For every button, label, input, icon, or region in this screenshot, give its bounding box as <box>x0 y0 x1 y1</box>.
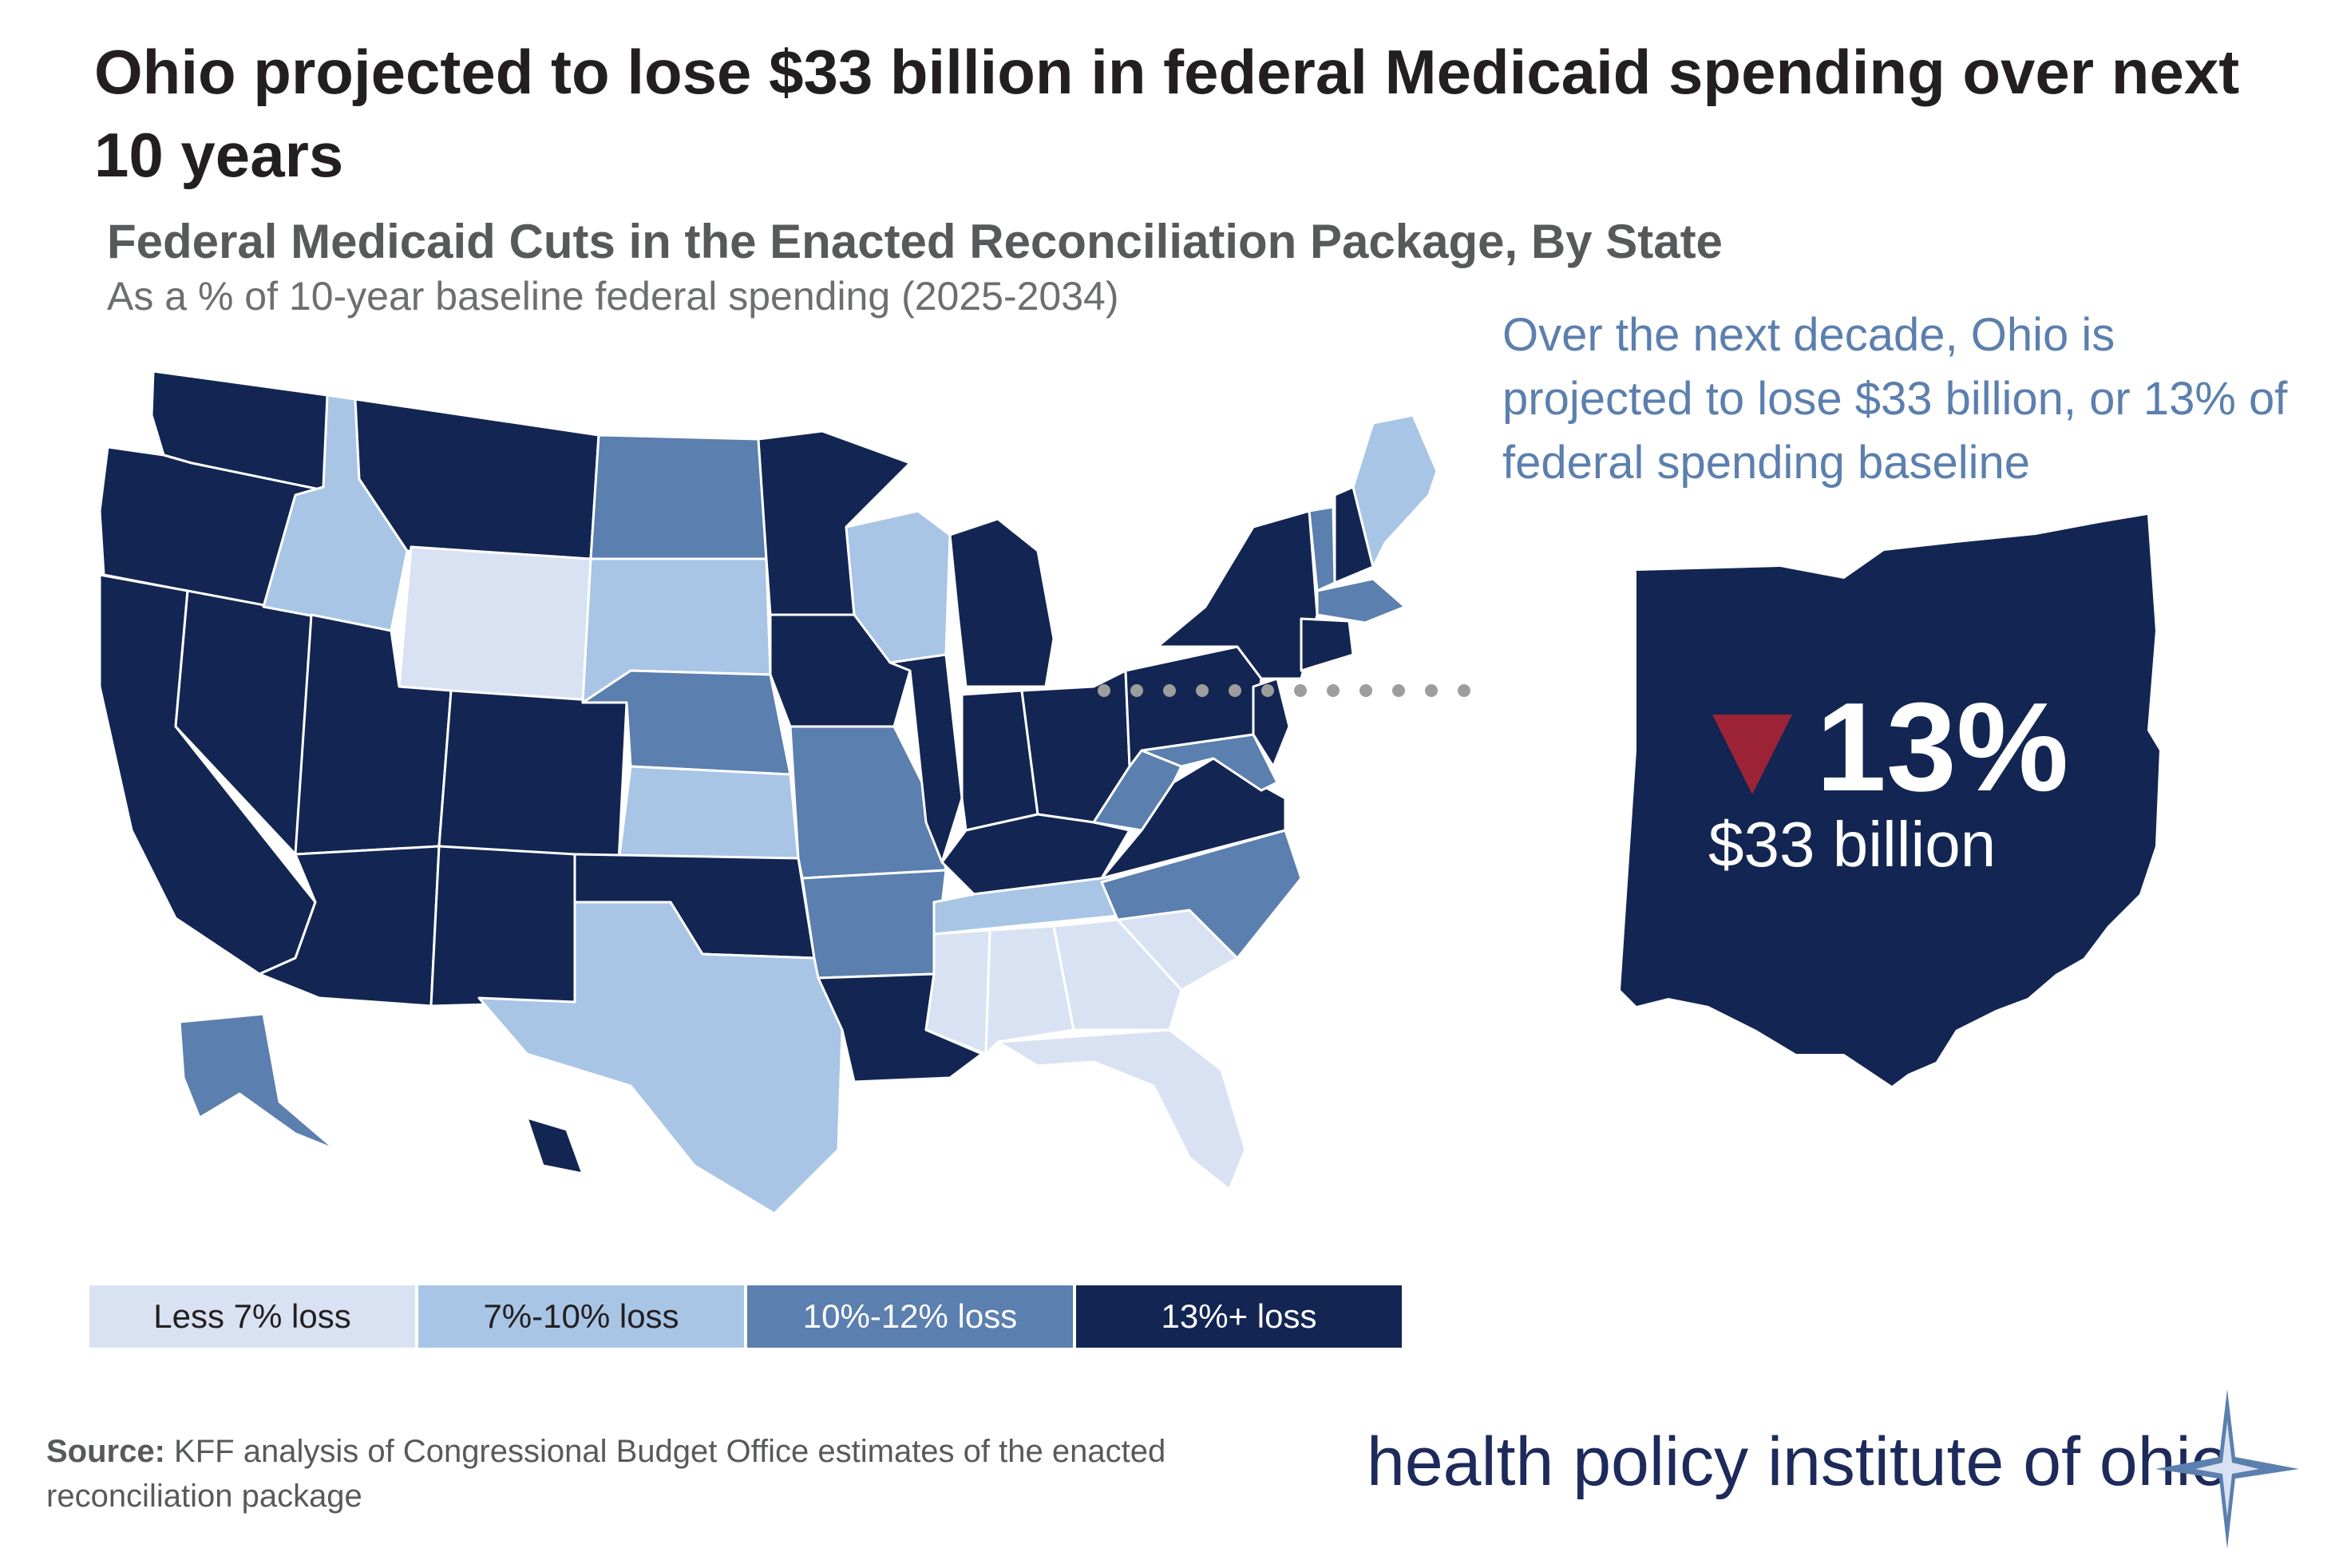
state-KS <box>617 765 800 864</box>
source-text: KFF analysis of Congressional Budget Off… <box>46 1434 1166 1514</box>
state-WY <box>398 545 592 704</box>
map-subtitle: As a % of 10-year baseline federal spend… <box>107 274 1119 319</box>
ohio-callout-text: Over the next decade, Ohio is projected … <box>1502 309 2288 489</box>
ohio-leader-dots <box>1098 684 1470 697</box>
state-FL <box>996 1028 1247 1191</box>
state-NM <box>429 845 576 1008</box>
page-title: Ohio projected to lose $33 billion in fe… <box>94 37 2240 190</box>
state-AL <box>984 925 1075 1055</box>
ohio-percent: 13% <box>1816 677 2068 818</box>
source-note: Source: KFF analysis of Congressional Bu… <box>46 1429 1324 1519</box>
state-MI <box>948 517 1055 688</box>
ohio-highlight-map: 13% $33 billion <box>1621 515 2159 1086</box>
ohio-shape <box>1621 515 2159 1086</box>
down-triangle-icon <box>1712 715 1792 794</box>
state-AK <box>178 1012 337 1151</box>
state-MS <box>924 929 991 1055</box>
state-AR <box>801 869 948 980</box>
state-MA <box>1316 577 1407 624</box>
legend-item-less-7: Less 7% loss <box>89 1285 415 1348</box>
state-CT <box>1300 617 1355 672</box>
state-GA <box>1052 918 1183 1031</box>
state-HI <box>525 1116 584 1175</box>
state-ND <box>589 434 768 560</box>
us-choropleth-map <box>98 370 1470 1215</box>
map-legend: Less 7% loss 7%-10% loss 10%-12% loss 13… <box>89 1285 1405 1348</box>
state-TX <box>477 901 844 1215</box>
state-CO <box>437 689 628 864</box>
legend-item-7-10: 7%-10% loss <box>418 1285 744 1348</box>
state-ME <box>1352 414 1439 568</box>
compass-star-icon <box>2155 1389 2299 1549</box>
source-label: Source: <box>46 1434 165 1469</box>
state-NJ <box>1252 677 1291 768</box>
legend-item-10-12: 10%-12% loss <box>747 1285 1073 1348</box>
ohio-amount: $33 billion <box>1708 809 1996 880</box>
map-title: Federal Medicaid Cuts in the Enacted Rec… <box>107 215 1723 268</box>
org-logo-text: health policy institute of ohio <box>1367 1423 2230 1500</box>
legend-item-13-plus: 13%+ loss <box>1076 1285 1402 1348</box>
